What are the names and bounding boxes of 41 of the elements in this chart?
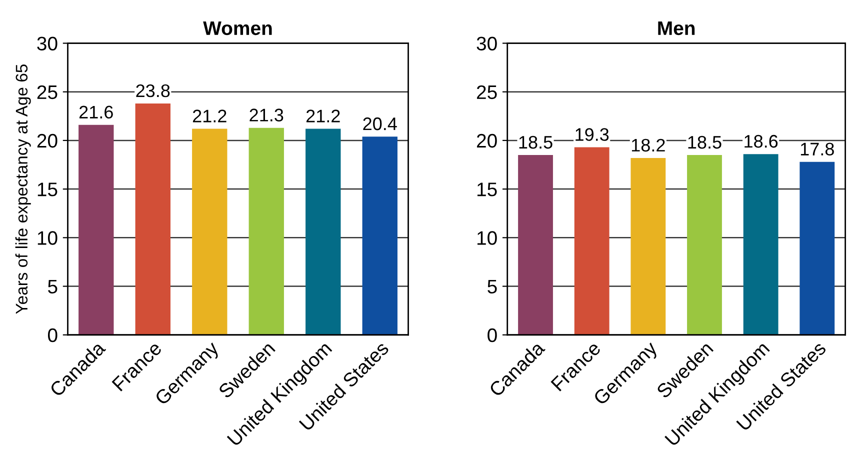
data-label: 21.6 (79, 106, 113, 119)
bar (743, 154, 778, 335)
data-label: 21.3 (250, 108, 284, 122)
y-tick-label: 15 (38, 182, 58, 196)
data-label: 20.4 (363, 117, 397, 130)
data-label: 18.5 (688, 136, 722, 149)
bar (78, 124, 114, 335)
data-label: 18.2 (632, 138, 665, 152)
y-tick-label: 30 (37, 36, 58, 50)
data-label: 23.8 (136, 84, 170, 98)
y-tick-label: 25 (37, 85, 58, 100)
y-tick-label: 30 (476, 36, 497, 50)
data-label: 19.3 (576, 128, 609, 141)
y-tick-label: 0 (48, 328, 58, 342)
y-tick-label: 25 (476, 85, 497, 100)
y-tick-label: 5 (48, 280, 58, 294)
chart-title: Women (203, 22, 272, 36)
bar (248, 128, 284, 335)
data-label: 18.6 (744, 134, 778, 148)
y-tick-label: 10 (477, 231, 497, 245)
bar (306, 128, 341, 335)
y-tick-label: 0 (488, 328, 497, 342)
y-tick-label: 10 (38, 231, 58, 245)
y-tick-label: 15 (477, 182, 497, 196)
data-label: 21.2 (306, 110, 340, 122)
bar (800, 162, 835, 335)
y-tick-label: 20 (37, 134, 58, 148)
y-tick-label: 5 (488, 280, 497, 294)
chart-title: Men (658, 22, 695, 36)
bar (574, 147, 610, 335)
bar (362, 136, 398, 335)
y-tick-label: 20 (476, 134, 497, 148)
bar (518, 155, 553, 335)
bar (135, 104, 170, 335)
bar (630, 158, 666, 335)
bar (687, 155, 722, 335)
y-axis-title: Years of life expectancy at Age 65 (15, 64, 31, 314)
bar (192, 128, 228, 335)
data-label: 17.8 (800, 142, 834, 156)
data-label: 21.2 (192, 110, 226, 122)
data-label: 18.5 (519, 136, 552, 149)
